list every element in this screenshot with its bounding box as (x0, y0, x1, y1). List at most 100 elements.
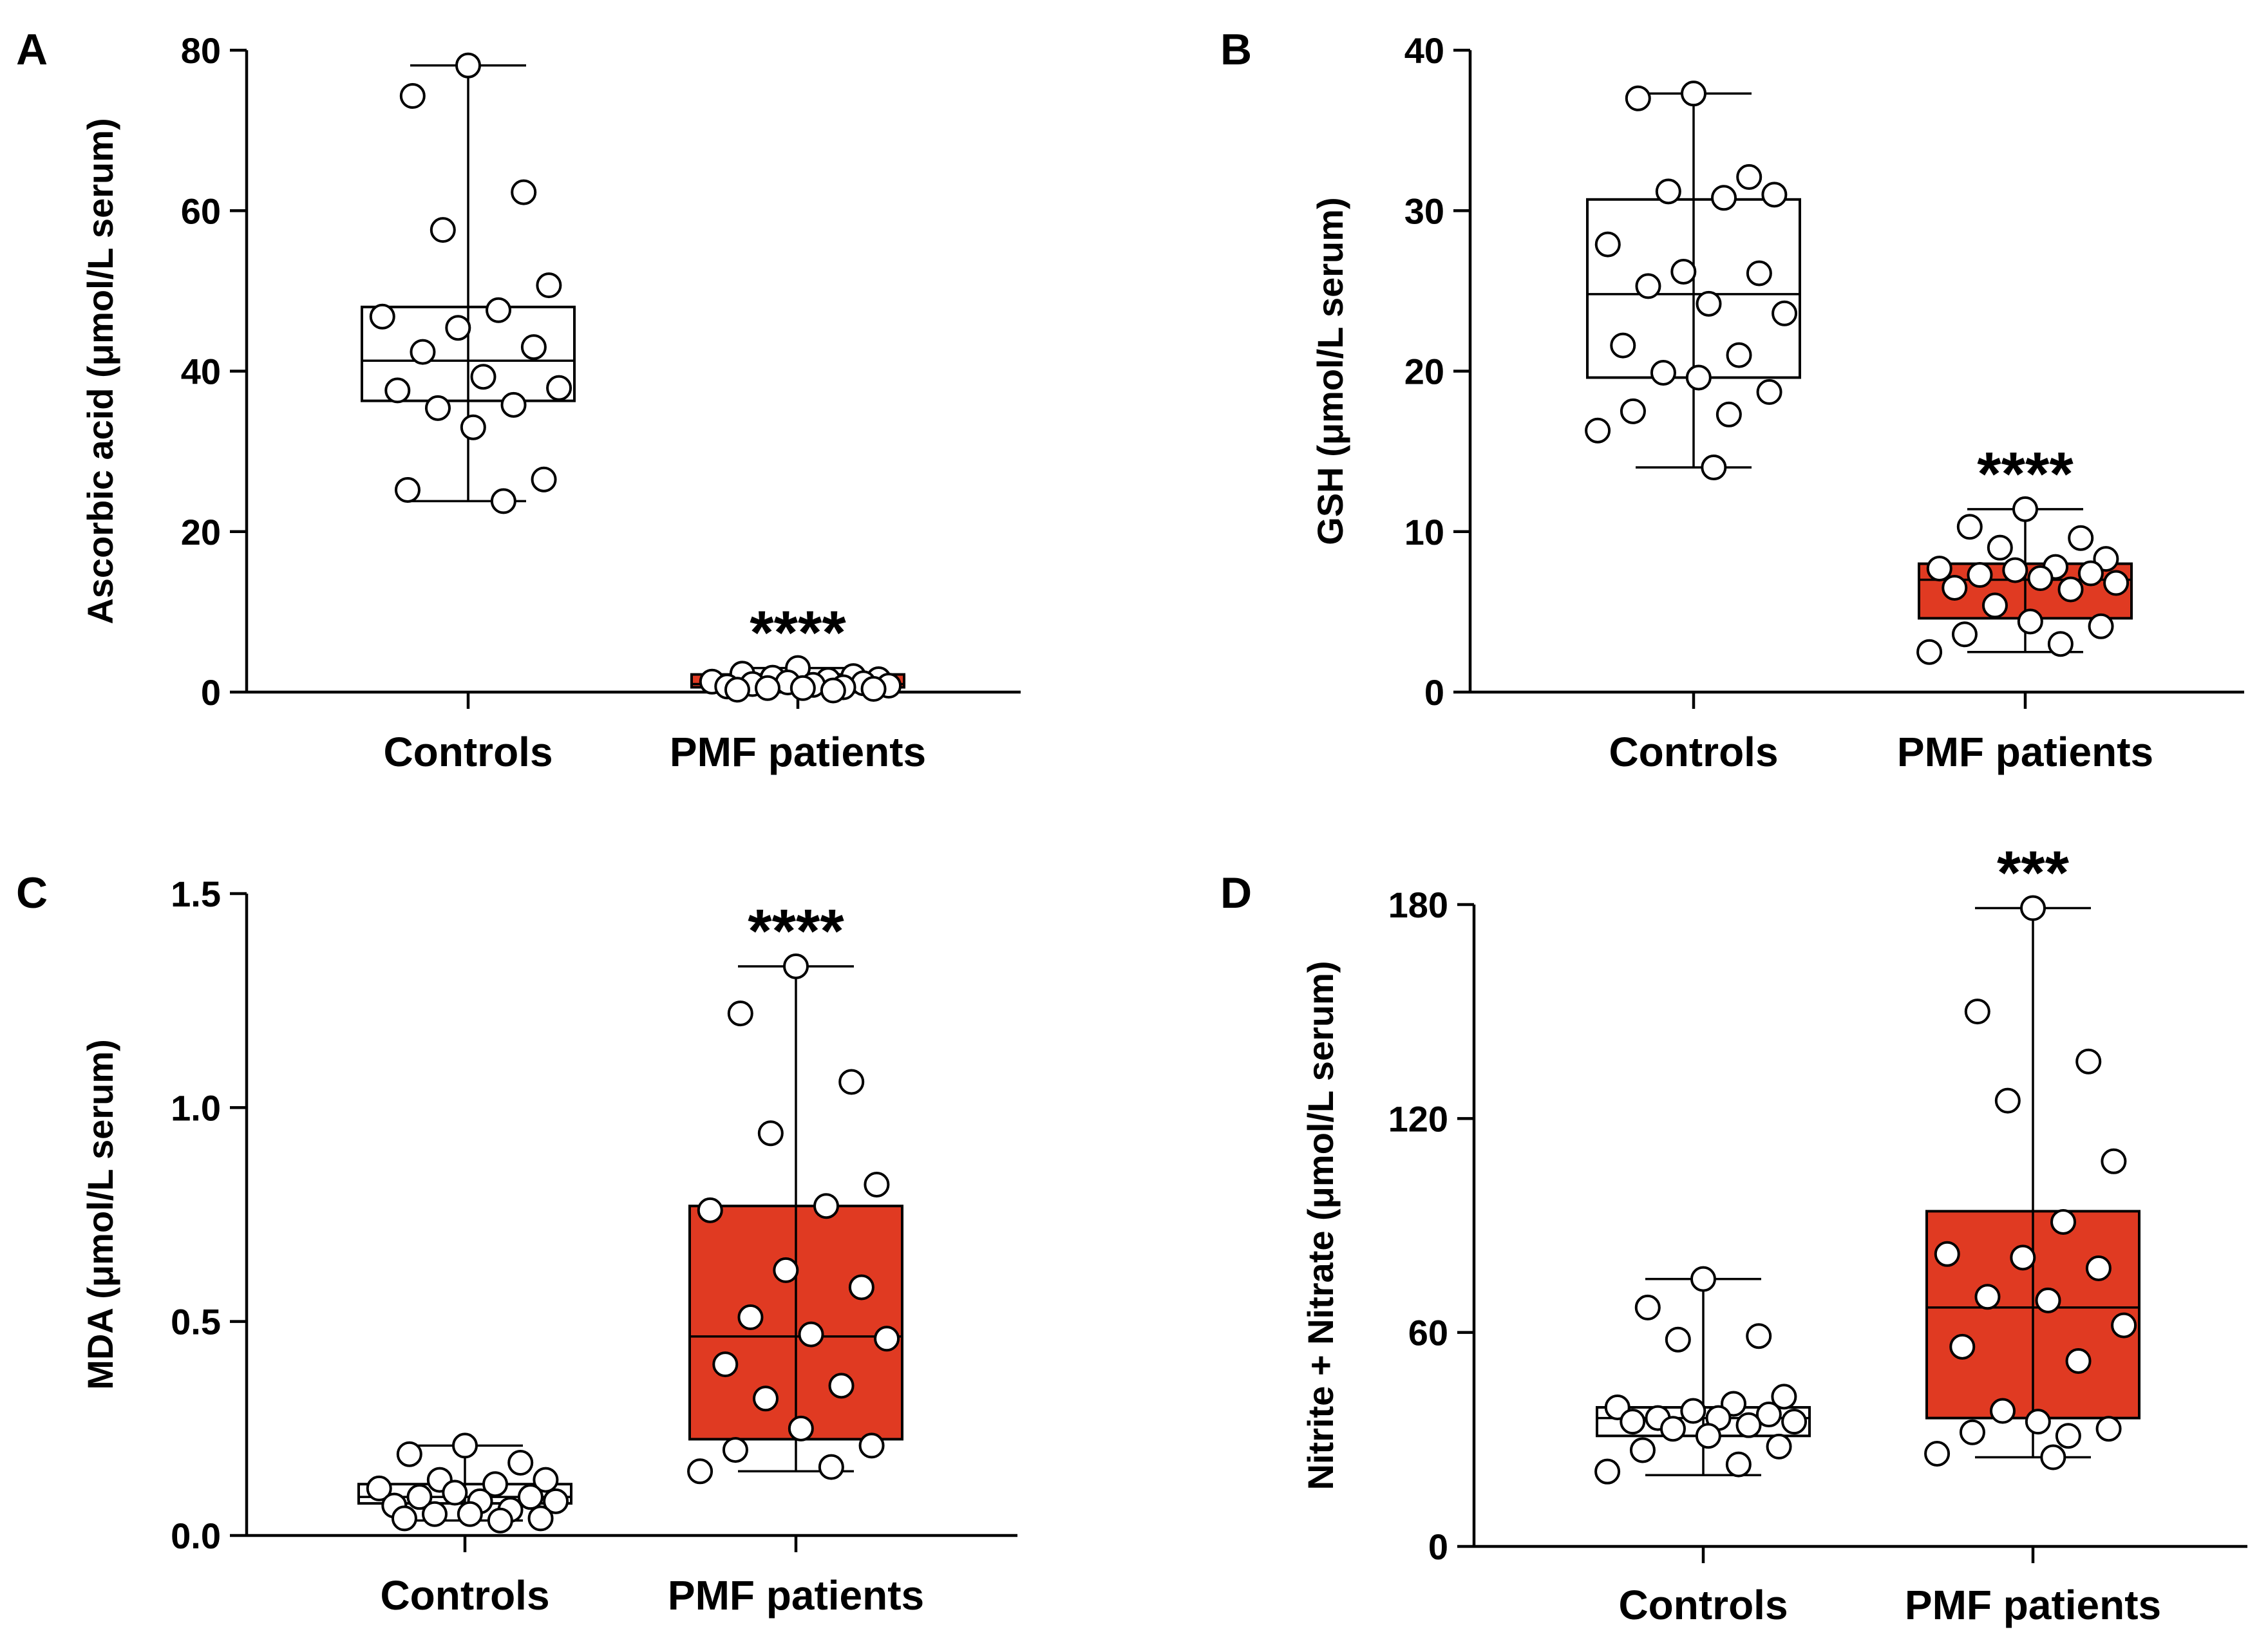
y-tick-label: 10 (1404, 512, 1444, 552)
panel-letter: D (1220, 868, 1252, 917)
data-point (1610, 332, 1636, 359)
data-point (1620, 1409, 1646, 1435)
data-point (366, 1475, 392, 1501)
data-point (864, 1171, 890, 1197)
data-point (452, 1432, 478, 1459)
data-point (1987, 534, 2013, 561)
data-point (527, 1505, 554, 1532)
y-tick-label: 40 (1404, 30, 1444, 71)
panel-letter: A (16, 25, 48, 74)
y-axis-title: Ascorbic acid (μmol/L serum) (80, 118, 120, 624)
data-point (1594, 231, 1621, 258)
y-tick-label: 0 (1428, 1526, 1448, 1567)
data-point (2075, 1048, 2102, 1075)
data-point (1735, 1412, 1762, 1438)
data-point (2040, 1444, 2066, 1470)
y-axis-title: GSH (μmol/L serum) (1310, 197, 1350, 545)
x-category-label: Controls (380, 1572, 549, 1619)
data-point (487, 1507, 513, 1534)
x-category-label: Controls (383, 729, 553, 775)
data-point (457, 1501, 483, 1527)
data-point (1659, 1416, 1686, 1442)
panel-c: C 0.0 0.5 1.0 1.5 Controls PMF patients MDA (μm… (16, 868, 1017, 1619)
data-point (546, 375, 572, 401)
x-category-label: PMF patients (670, 729, 926, 775)
y-axis-title: MDA (μmol/L serum) (80, 1039, 120, 1390)
data-point (1756, 379, 1782, 405)
data-point (2025, 1409, 2051, 1435)
data-point (536, 272, 562, 299)
data-point (533, 1467, 559, 1493)
data-point (1771, 1384, 1797, 1410)
data-point (1681, 80, 1706, 107)
data-point (1974, 1284, 2001, 1310)
data-point (1726, 342, 1752, 368)
data-point (2020, 895, 2046, 921)
y-tick-label: 60 (1408, 1313, 1448, 1353)
panel-d: D 0 60 120 180 Controls PMF patients Nitrite + … (1220, 839, 2247, 1628)
data-point (697, 1197, 723, 1223)
data-point (727, 1000, 753, 1027)
data-point (517, 1484, 543, 1510)
data-point (500, 391, 527, 418)
data-point (1736, 164, 1762, 190)
x-category-label: PMF patients (1897, 729, 2153, 775)
y-tick-label: 40 (181, 352, 221, 392)
data-point (1715, 401, 1742, 427)
data-point (2111, 1312, 2137, 1338)
data-point (773, 1257, 799, 1283)
panel-letter: C (16, 868, 48, 917)
data-point (445, 315, 471, 341)
data-point (2065, 1347, 2092, 1374)
data-point (789, 675, 816, 701)
data-point (421, 1501, 448, 1527)
data-point (1959, 1419, 1985, 1445)
data-point (788, 1415, 814, 1441)
data-point (2035, 1287, 2061, 1313)
data-point (724, 677, 750, 703)
data-point (1772, 300, 1798, 326)
y-tick-label: 0 (201, 672, 221, 713)
data-point (394, 476, 421, 503)
x-category-label: Controls (1609, 729, 1778, 775)
data-point (1964, 999, 1990, 1025)
data-point (2012, 496, 2038, 522)
data-point (838, 1069, 865, 1095)
data-point (1725, 1451, 1752, 1478)
data-point (1916, 639, 1943, 665)
data-point (1994, 1087, 2021, 1114)
y-tick-label: 1.0 (171, 1087, 221, 1128)
data-point (798, 1321, 824, 1347)
data-point (1942, 574, 1968, 601)
y-tick-label: 20 (1404, 352, 1444, 392)
data-point (2095, 1416, 2122, 1442)
data-point (737, 1304, 764, 1331)
data-point (384, 377, 411, 404)
data-point (391, 1505, 417, 1532)
data-point (1746, 260, 1772, 286)
data-point (1761, 182, 1788, 208)
data-point (482, 1471, 509, 1497)
significance-marker: **** (748, 897, 844, 966)
data-point (470, 364, 496, 390)
data-point (1746, 1323, 1772, 1349)
data-point (430, 217, 456, 243)
data-point (1635, 273, 1661, 299)
data-point (2068, 525, 2094, 551)
data-point (1629, 1437, 1656, 1463)
data-point (858, 1432, 885, 1459)
data-point (2002, 557, 2028, 583)
data-point (1956, 514, 1983, 540)
data-point (2057, 576, 2084, 603)
y-tick-label: 1.5 (171, 874, 221, 914)
data-point (486, 297, 512, 323)
data-point (1696, 290, 1722, 317)
data-point (2047, 631, 2074, 657)
data-point (1951, 621, 1978, 648)
data-point (1594, 1458, 1621, 1485)
data-point (1926, 556, 1952, 582)
data-point (543, 1488, 569, 1514)
y-tick-label: 60 (181, 191, 221, 231)
data-point (511, 179, 537, 205)
y-axis-title: Nitrite + Nitrate (μmol/L serum) (1300, 961, 1341, 1490)
